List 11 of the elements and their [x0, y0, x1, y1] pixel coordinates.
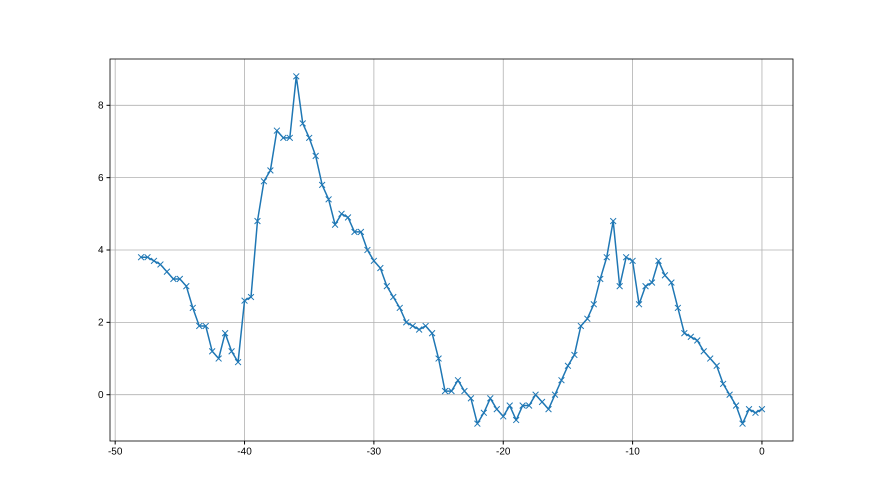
x-tick-label: 0 — [759, 446, 766, 458]
y-tick-label: 6 — [98, 172, 104, 184]
x-tick-label: -20 — [496, 446, 511, 458]
y-tick-label: 2 — [98, 318, 104, 329]
x-tick-label: -50 — [108, 446, 123, 458]
y-tick-label: 8 — [98, 100, 104, 112]
x-tick-label: -40 — [237, 446, 252, 458]
x-tick-label: -30 — [366, 446, 382, 458]
y-tick-label: 4 — [98, 245, 104, 256]
x-tick-label: -10 — [625, 446, 640, 458]
y-tick-label: 0 — [98, 390, 104, 401]
